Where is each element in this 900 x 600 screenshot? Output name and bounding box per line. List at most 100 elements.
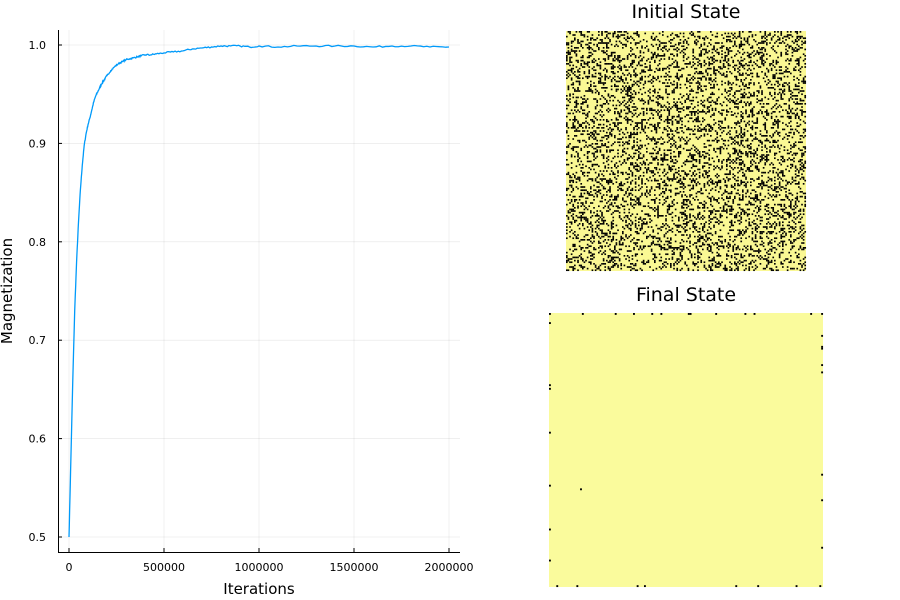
spin-down-cell xyxy=(574,195,576,198)
spin-down-cell xyxy=(660,104,663,107)
spin-down-cell xyxy=(694,56,696,59)
spin-down-cell xyxy=(676,34,679,36)
spin-down-cell xyxy=(575,66,578,68)
spin-down-cell xyxy=(740,37,743,40)
spin-down-cell xyxy=(570,77,573,80)
spin-down-cell xyxy=(670,146,672,148)
spin-down-cell xyxy=(636,122,639,124)
spin-down-cell xyxy=(780,237,783,240)
spin-down-cell xyxy=(770,231,773,233)
spin-down-cell xyxy=(609,199,611,201)
spin-down-cell xyxy=(641,69,643,72)
spin-down-cell xyxy=(724,139,727,142)
spin-down-cell xyxy=(615,162,618,164)
spin-down-cell xyxy=(682,178,685,180)
spin-down-cell xyxy=(751,135,754,137)
spin-down-cell xyxy=(802,80,805,83)
spin-down-cell xyxy=(767,210,770,212)
spin-down-cell xyxy=(655,128,658,131)
spin-down-cell xyxy=(606,99,608,102)
spin-down-cell xyxy=(684,163,687,166)
spin-down-cell xyxy=(644,163,647,166)
spin-down-cell xyxy=(793,101,795,104)
spin-down-cell xyxy=(598,82,600,84)
spin-down-cell xyxy=(642,205,645,208)
spin-down-cell xyxy=(593,152,595,155)
spin-down-cell xyxy=(796,107,799,110)
spin-down-cell xyxy=(729,162,731,164)
spin-down-cell xyxy=(631,48,634,51)
spin-down-cell xyxy=(738,122,741,124)
spin-down-cell xyxy=(684,223,687,225)
spin-down-cell xyxy=(670,191,672,193)
spin-down-cell xyxy=(737,67,739,70)
spin-down-cell xyxy=(679,183,682,185)
spin-down-cell xyxy=(570,208,573,211)
spin-down-cell xyxy=(678,226,680,228)
spin-down-cell xyxy=(735,122,738,124)
spin-down-cell xyxy=(743,79,746,81)
spin-down-cell xyxy=(660,215,663,217)
spin-down-cell xyxy=(778,69,781,72)
spin-down-cell xyxy=(799,231,802,233)
spin-down-cell xyxy=(759,42,762,44)
spin-down-cell xyxy=(729,154,731,156)
spin-down-cell xyxy=(745,211,747,214)
spin-down-cell xyxy=(698,82,701,84)
spin-down-cell xyxy=(801,35,803,38)
spin-down-cell xyxy=(802,53,805,56)
spin-down-cell xyxy=(682,67,685,70)
spin-down-cell xyxy=(775,195,778,198)
spin-down-cell xyxy=(788,227,791,230)
spin-down-cell xyxy=(639,79,642,81)
spin-down-cell xyxy=(695,96,698,99)
spin-down-cell xyxy=(618,215,621,217)
spin-down-cell xyxy=(778,120,781,123)
spin-down-cell xyxy=(615,35,618,38)
spin-down-cell xyxy=(804,167,807,169)
spin-down-cell xyxy=(710,39,712,41)
spin-down-cell xyxy=(617,122,619,124)
spin-down-cell xyxy=(738,66,741,68)
spin-down-cell xyxy=(711,63,714,65)
spin-down-cell xyxy=(668,112,671,115)
spin-down-cell xyxy=(761,183,763,185)
spin-down-cell xyxy=(777,213,779,216)
spin-down-cell xyxy=(758,51,760,54)
spin-down-cell xyxy=(706,74,709,76)
spin-down-cell xyxy=(711,195,714,198)
spin-down-cell xyxy=(610,202,613,204)
spin-down-cell xyxy=(634,93,637,96)
spin-down-cell xyxy=(620,235,623,238)
spin-down-cell xyxy=(601,223,603,225)
spin-down-cell xyxy=(794,66,797,68)
spin-down-cell xyxy=(801,135,803,137)
spin-down-cell xyxy=(622,237,624,240)
spin-down-cell xyxy=(626,195,629,198)
spin-down-cell xyxy=(578,67,581,70)
spin-down-cell xyxy=(577,88,579,91)
spin-down-cell xyxy=(582,163,584,166)
spin-down-cell xyxy=(591,90,594,92)
spin-down-cell xyxy=(790,120,792,123)
spin-down-cell xyxy=(753,203,755,206)
spin-down-cell xyxy=(782,160,784,163)
spin-down-cell xyxy=(770,112,773,115)
spin-down-cell xyxy=(628,85,631,88)
spin-down-cell xyxy=(719,125,722,128)
spin-down-cell xyxy=(615,80,618,83)
spin-down-cell xyxy=(676,187,679,190)
spin-down-cell xyxy=(708,170,711,172)
spin-down-cell xyxy=(620,171,623,174)
spin-down-cell xyxy=(599,123,602,126)
spin-down-cell xyxy=(612,122,615,124)
spin-down-cell xyxy=(614,210,616,212)
spin-down-cell xyxy=(742,152,744,155)
spin-down-cell xyxy=(580,216,583,219)
spin-down-cell xyxy=(578,139,581,142)
spin-down-cell xyxy=(759,66,762,68)
spin-down-cell xyxy=(724,88,727,91)
spin-down-cell xyxy=(582,216,584,219)
spin-down-cell xyxy=(762,64,765,67)
spin-down-cell xyxy=(708,154,711,156)
